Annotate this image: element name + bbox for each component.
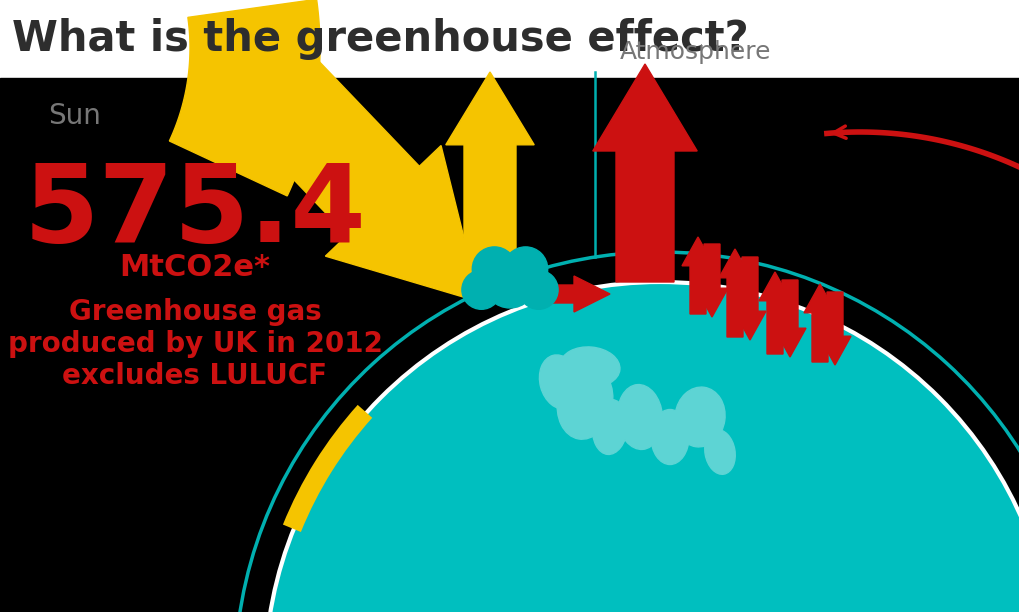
Polygon shape [682, 237, 713, 314]
Ellipse shape [559, 347, 620, 387]
Ellipse shape [704, 430, 735, 474]
Polygon shape [592, 64, 697, 282]
Ellipse shape [592, 400, 627, 455]
Ellipse shape [539, 355, 580, 409]
Ellipse shape [675, 387, 725, 447]
Polygon shape [537, 276, 609, 312]
Polygon shape [773, 280, 805, 357]
Polygon shape [445, 72, 534, 267]
Text: 575.4: 575.4 [23, 159, 366, 265]
Text: excludes LULUCF: excludes LULUCF [62, 362, 327, 390]
Text: Atmosphere: Atmosphere [620, 40, 770, 64]
Polygon shape [758, 272, 790, 354]
Bar [0, 0, 1019, 78]
Bar [0, 78, 1019, 612]
Text: produced by UK in 2012: produced by UK in 2012 [7, 330, 382, 358]
Polygon shape [803, 284, 836, 362]
Ellipse shape [650, 409, 688, 465]
Polygon shape [695, 244, 728, 317]
Circle shape [472, 247, 516, 291]
Polygon shape [734, 257, 765, 340]
Circle shape [265, 282, 1019, 612]
Circle shape [462, 271, 500, 309]
Text: MtCO2e*: MtCO2e* [119, 253, 270, 282]
Polygon shape [818, 292, 850, 365]
Circle shape [484, 256, 535, 308]
Text: Sun: Sun [48, 102, 101, 130]
Polygon shape [169, 0, 320, 196]
Text: What is the greenhouse effect?: What is the greenhouse effect? [12, 18, 748, 60]
Polygon shape [223, 37, 480, 302]
Ellipse shape [616, 384, 662, 449]
Polygon shape [718, 249, 750, 337]
Text: Greenhouse gas: Greenhouse gas [68, 298, 321, 326]
Ellipse shape [556, 365, 612, 439]
Circle shape [519, 271, 557, 309]
Circle shape [503, 247, 547, 291]
